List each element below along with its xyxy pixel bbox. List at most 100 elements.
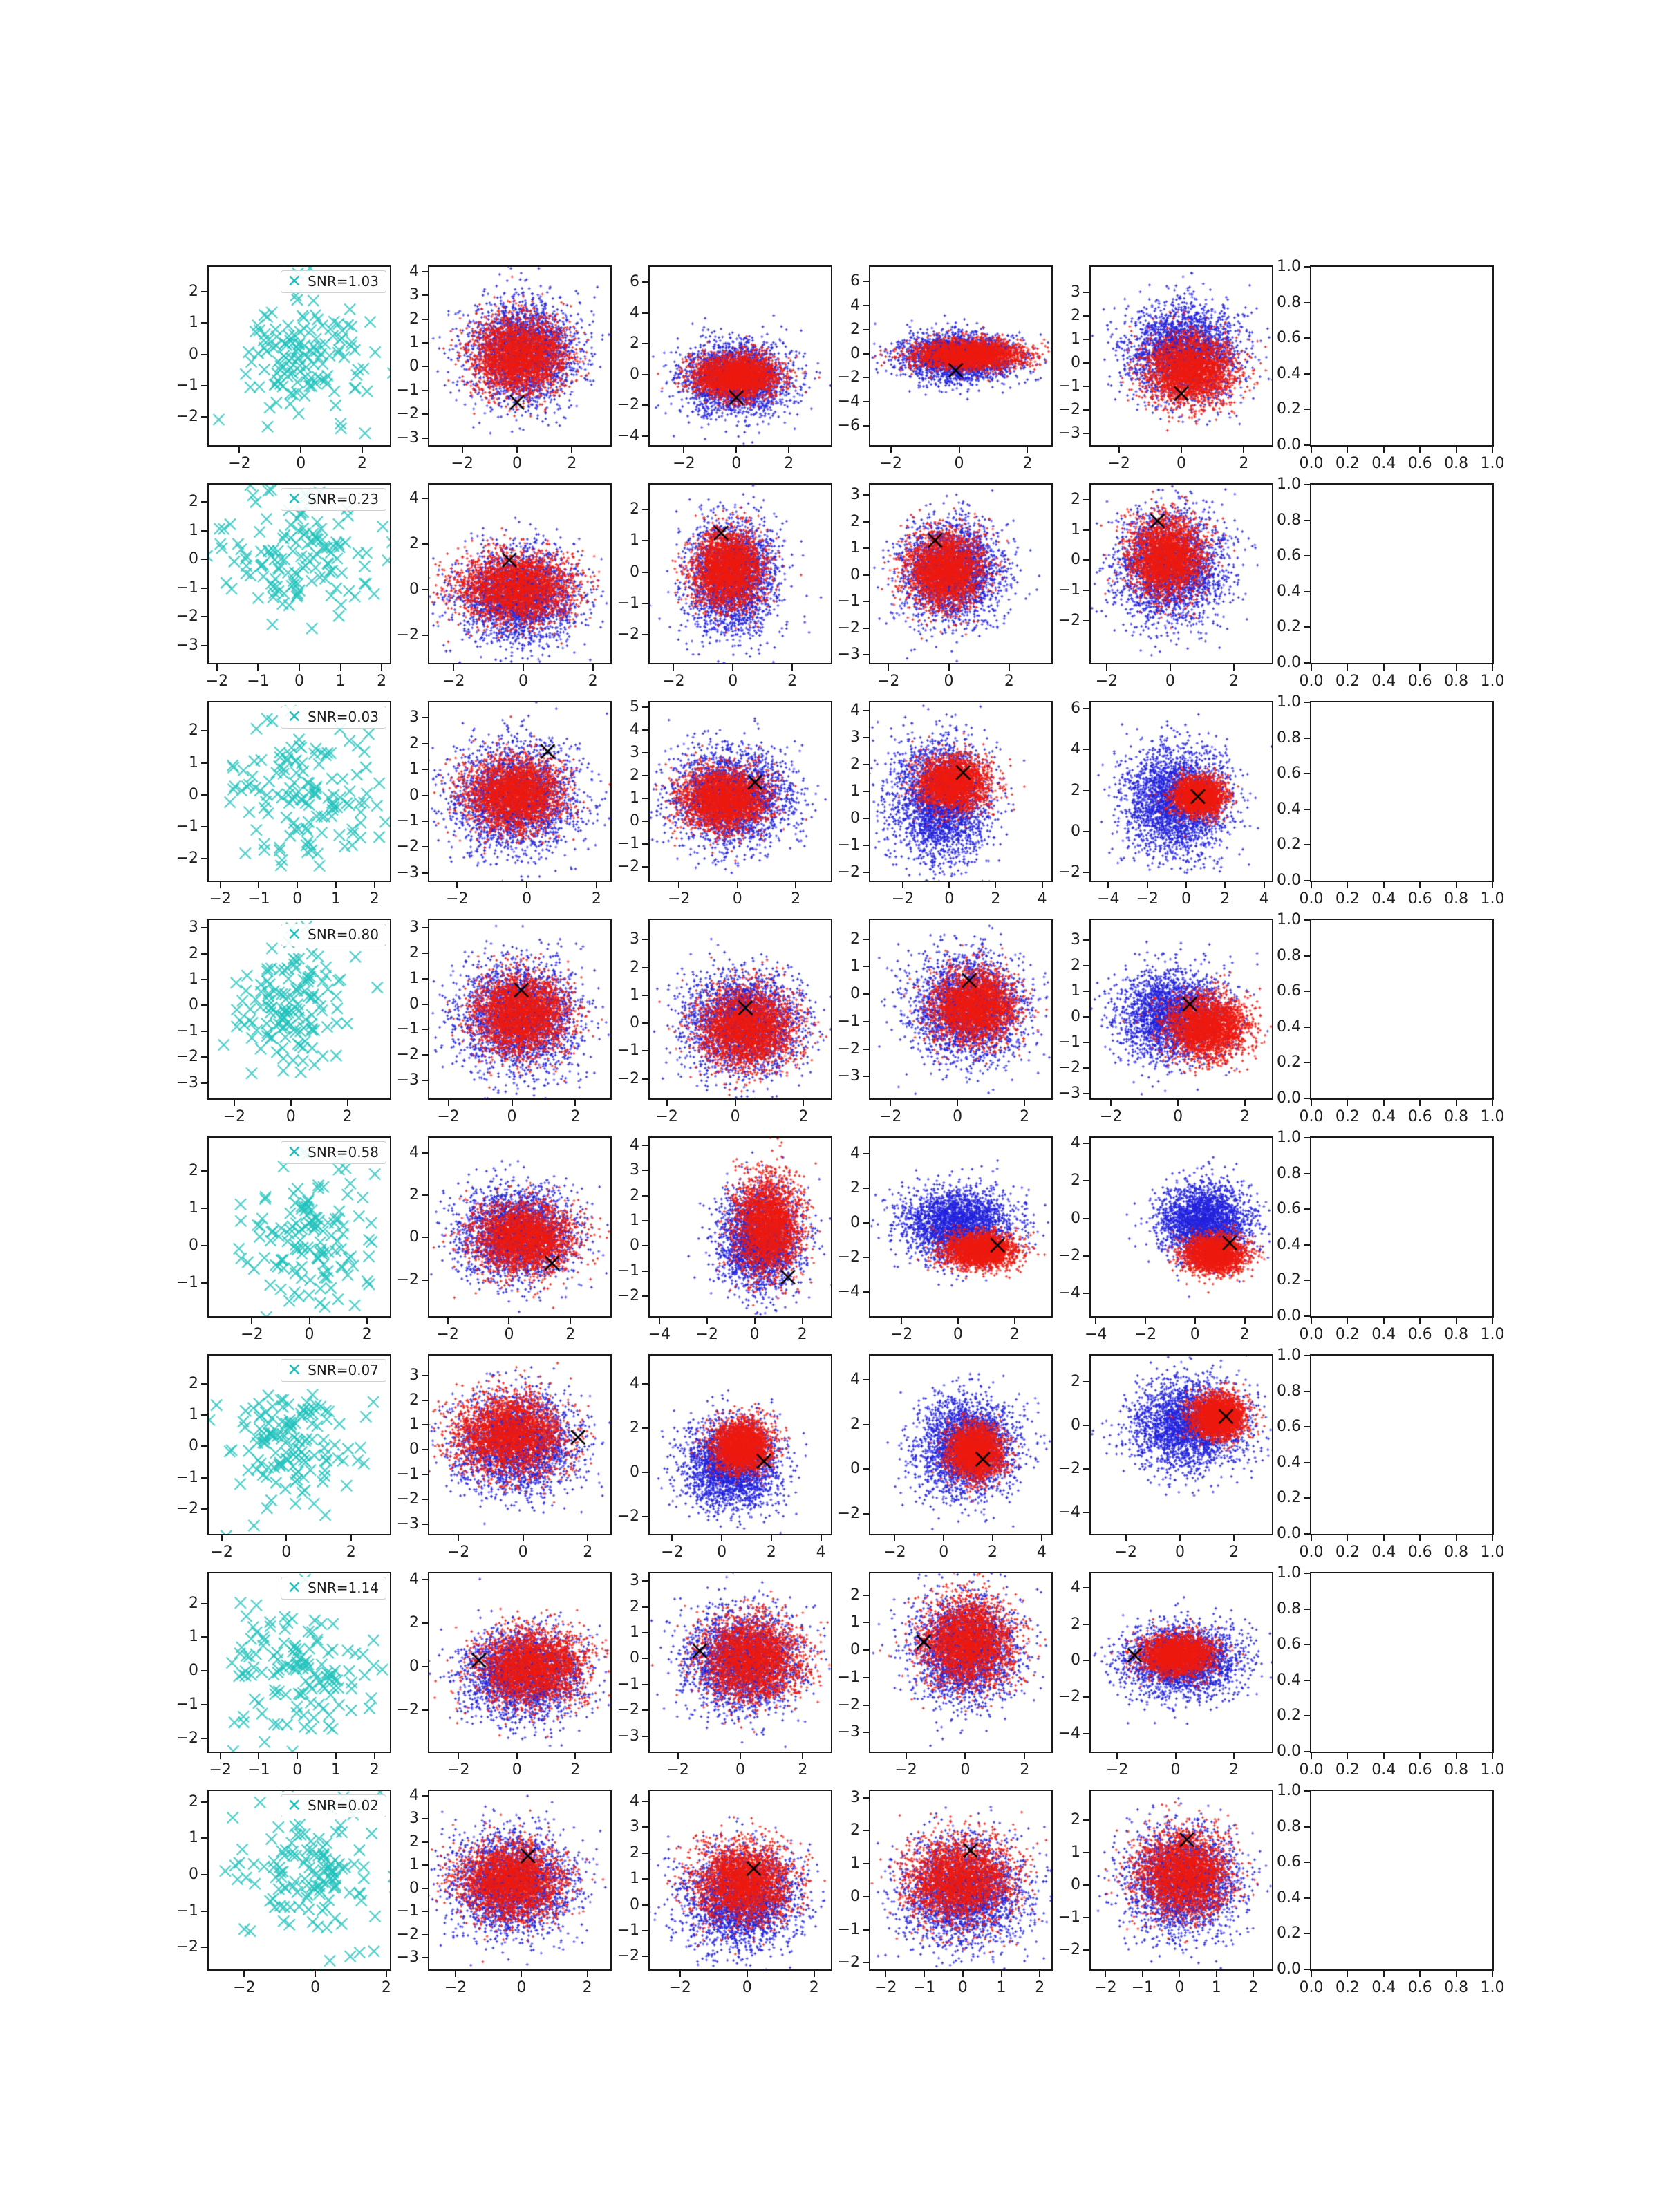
x-tick-label: −4 [1097, 890, 1120, 908]
x-tick-label: 2 [357, 455, 368, 472]
y-tick [1304, 266, 1310, 268]
y-tick-label: 0.8 [1277, 729, 1301, 747]
x-tick-label: −2 [241, 1326, 263, 1343]
plot-area [428, 1354, 612, 1535]
y-tick-label: 6 [850, 272, 860, 290]
scatter-canvas [870, 1138, 1051, 1316]
y-tick [201, 1030, 207, 1032]
y-tick [863, 1291, 869, 1293]
y-tick [422, 389, 428, 391]
x-tick-label: 0 [944, 890, 955, 908]
x-tick [1177, 1100, 1179, 1106]
y-tick-label: −1 [617, 835, 639, 853]
y-tick-label: 3 [850, 728, 860, 746]
x-tick [1419, 1753, 1421, 1759]
y-tick-label: 0.4 [1277, 1235, 1301, 1253]
y-tick [863, 521, 869, 523]
y-tick [201, 616, 207, 618]
y-tick-label: 0 [409, 1879, 419, 1897]
x-tick [795, 882, 797, 888]
y-tick-label: 4 [409, 1571, 419, 1588]
y-tick-label: −1 [837, 836, 860, 854]
x-tick-label: 0.8 [1444, 1108, 1469, 1125]
plot-area [428, 1790, 612, 1971]
x-tick-label: 0 [954, 455, 964, 472]
x-tick-label: 1.0 [1480, 1761, 1505, 1779]
x-tick [243, 1971, 245, 1977]
y-tick [422, 742, 428, 744]
y-tick [863, 1797, 869, 1799]
y-tick [642, 343, 648, 345]
x-tick-label: 0 [735, 1761, 745, 1779]
y-tick [422, 294, 428, 297]
x-tick-label: −2 [890, 1326, 913, 1343]
y-tick-label: 4 [850, 701, 860, 719]
y-tick-label: 1.0 [1277, 1347, 1301, 1364]
x-tick [366, 1318, 368, 1324]
y-tick [422, 497, 428, 499]
x-tick-label: 0.8 [1444, 1761, 1469, 1779]
plot-area [869, 1790, 1053, 1971]
x-tick-label: 0.8 [1444, 455, 1469, 472]
y-tick [863, 1863, 869, 1865]
y-tick-label: 2 [189, 944, 198, 962]
y-tick [642, 751, 648, 753]
y-tick-label: 4 [409, 1143, 419, 1161]
y-tick [642, 1735, 648, 1737]
x-tick-label: 0 [296, 455, 306, 472]
scatter-canvas [209, 702, 390, 881]
x-tick [251, 1318, 253, 1324]
y-tick-label: 2 [850, 320, 860, 338]
y-tick-label: 3 [409, 709, 419, 727]
subplot-r3-c2: −2 0 2 3 2 1 0 −1 −2 −3 [397, 701, 612, 907]
y-tick-label: 0.0 [1277, 1743, 1301, 1760]
y-tick [1083, 1424, 1089, 1426]
x-tick [1347, 1971, 1349, 1977]
x-tick [1024, 1100, 1026, 1106]
y-tick-label: 2 [1071, 781, 1080, 799]
scatter-canvas [1311, 920, 1492, 1098]
x-tick [339, 664, 341, 671]
y-tick-label: −3 [1058, 424, 1080, 442]
x-tick-label: 0 [294, 673, 304, 690]
legend: ✕ SNR=0.58 [281, 1141, 386, 1164]
x-tick-label: 0 [518, 673, 529, 690]
y-tick [1083, 1016, 1089, 1018]
x-tick-label: −2 [436, 1326, 459, 1343]
y-tick-label: 4 [850, 1371, 860, 1389]
x-tick [1311, 447, 1312, 453]
y-tick [1304, 880, 1310, 881]
y-tick [642, 1383, 648, 1385]
y-tick [642, 1878, 648, 1880]
y-tick [201, 1737, 207, 1739]
y-tick-label: 1 [1071, 330, 1080, 348]
x-tick [1233, 1753, 1235, 1759]
y-tick [1083, 872, 1089, 874]
plot-area [869, 1354, 1053, 1535]
x-tick-label: 4 [1037, 890, 1047, 908]
x-tick [1141, 1971, 1143, 1977]
y-tick [201, 1082, 207, 1084]
y-tick [422, 1933, 428, 1936]
y-tick [642, 1078, 648, 1080]
y-tick-label: 3 [409, 1810, 419, 1828]
y-tick-label: 2 [630, 766, 639, 784]
y-tick-label: 0 [850, 985, 860, 1003]
x-tick [595, 882, 597, 888]
y-tick [642, 540, 648, 542]
y-tick-label: −1 [176, 1273, 198, 1291]
x-tick-label: −2 [1134, 1326, 1157, 1343]
y-tick [422, 342, 428, 344]
x-tick-label: 0 [939, 1544, 949, 1561]
x-tick [964, 1753, 966, 1759]
y-tick [1083, 386, 1089, 388]
y-tick-label: 4 [630, 1136, 639, 1154]
x-tick [1419, 1100, 1421, 1106]
y-tick-label: −2 [176, 849, 198, 867]
legend: ✕ SNR=1.14 [281, 1577, 386, 1600]
y-tick-label: −2 [837, 1696, 860, 1714]
x-tick [571, 447, 573, 453]
x-tick [1194, 1318, 1196, 1324]
x-tick-label: 2 [582, 1979, 592, 1996]
y-tick [642, 435, 648, 437]
